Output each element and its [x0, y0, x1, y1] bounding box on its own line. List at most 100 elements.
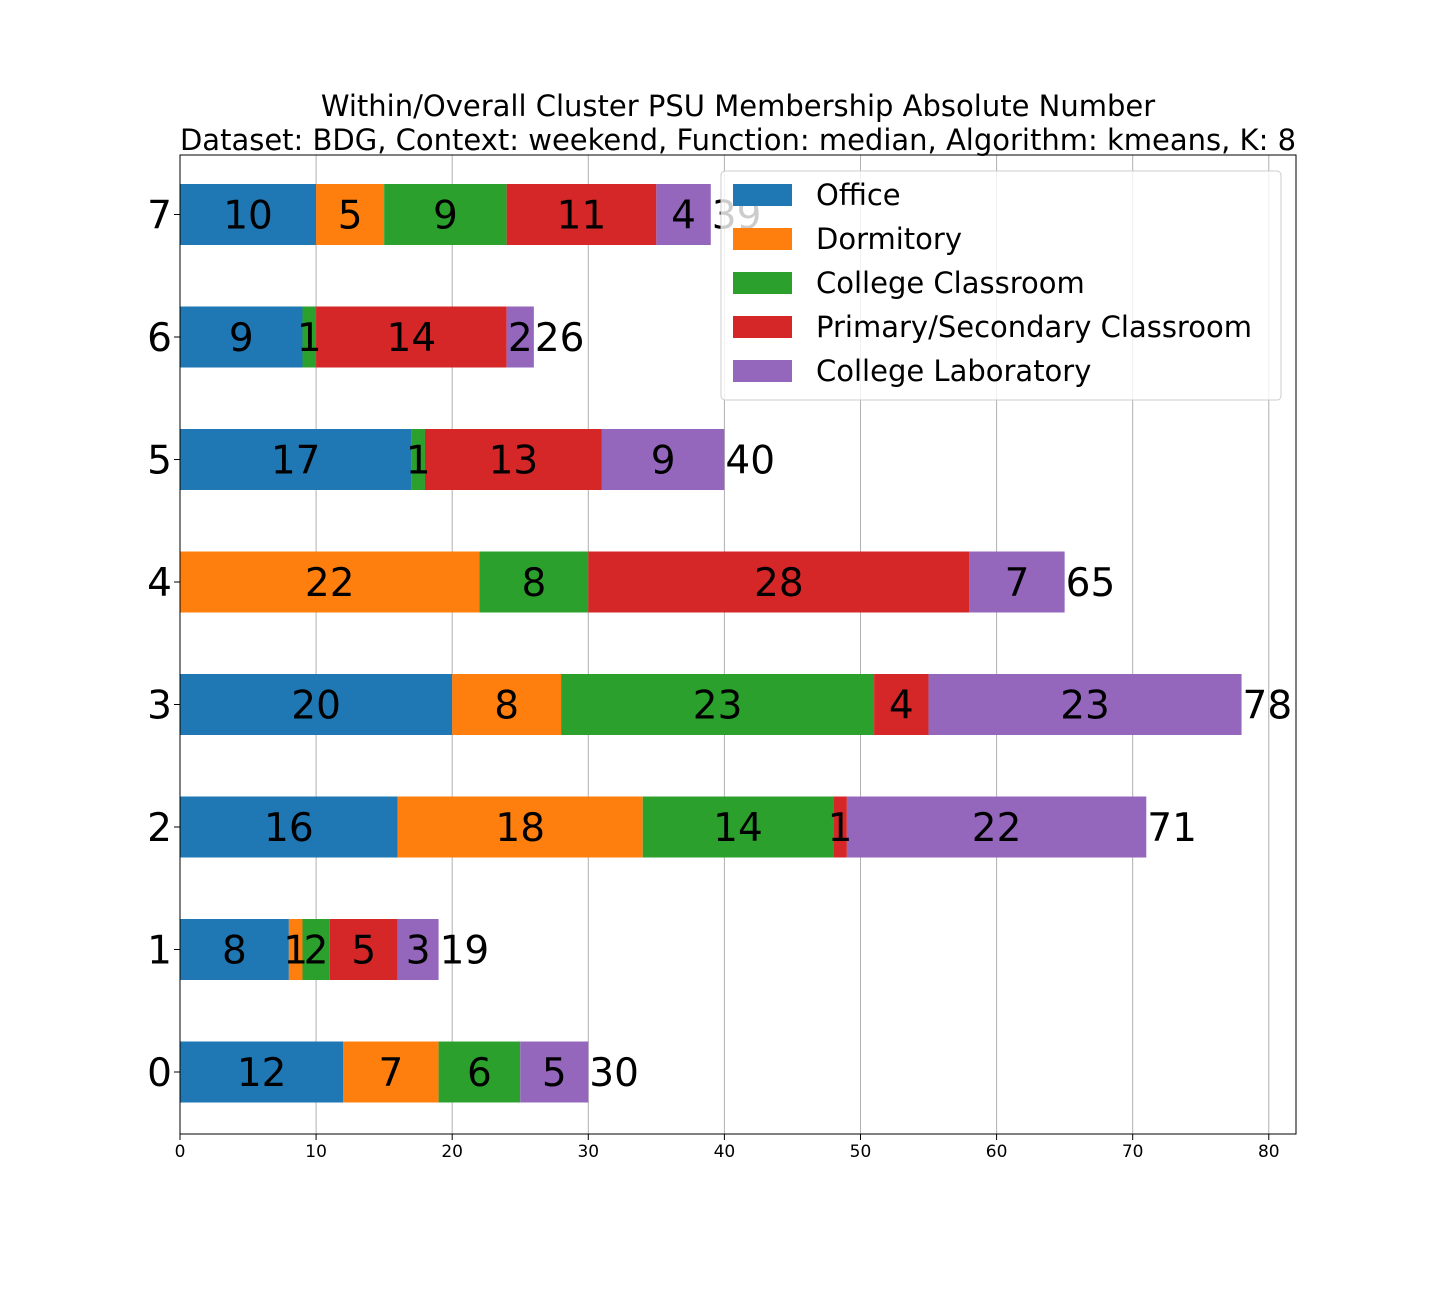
y-tick-label-7: 7 — [147, 194, 172, 239]
bar-5-series-2 — [411, 429, 425, 490]
legend-frame — [720, 170, 1282, 401]
bar-total-5: 40 — [725, 439, 775, 484]
bar-total-0: 30 — [589, 1051, 639, 1096]
x-tick-label-20: 20 — [441, 1142, 463, 1162]
y-tick-label-4: 4 — [147, 561, 172, 606]
bar-total-1: 19 — [440, 929, 490, 974]
bar-2-series-3 — [833, 796, 847, 858]
bar-1-series-2 — [302, 919, 330, 980]
bar-label-7-series-3: 11 — [557, 194, 607, 239]
bar-3-series-1 — [452, 674, 562, 735]
y-tick-label-6: 6 — [147, 316, 172, 361]
bar-1-series-3 — [329, 919, 398, 980]
bar-label-2-series-4: 22 — [972, 806, 1022, 851]
bar-4-series-3 — [588, 551, 970, 613]
bar-label-3-series-1: 8 — [494, 684, 519, 729]
bar-2-series-1 — [397, 796, 643, 858]
y-tick-label-5: 5 — [147, 439, 172, 484]
bar-label-0-series-2: 6 — [467, 1051, 492, 1096]
plot-frame — [179, 154, 1297, 1135]
bar-label-4-series-4: 7 — [1005, 561, 1030, 606]
bar-7-series-1 — [316, 184, 385, 245]
bar-total-4: 65 — [1066, 561, 1116, 606]
bar-label-7-series-1: 5 — [338, 194, 363, 239]
bar-label-7-series-2: 9 — [433, 194, 458, 239]
bar-label-0-series-0: 12 — [237, 1051, 287, 1096]
legend-label-4: College Laboratory — [816, 354, 1091, 388]
bar-label-5-series-4: 9 — [651, 439, 676, 484]
bar-6-series-4 — [506, 306, 534, 368]
bar-label-2-series-2: 14 — [713, 806, 763, 851]
bar-label-3-series-2: 23 — [693, 684, 743, 729]
x-tick-label-80: 80 — [1258, 1142, 1280, 1162]
bar-5-series-0 — [180, 429, 412, 490]
chart-title: Within/Overall Cluster PSU Membership Ab… — [321, 89, 1155, 123]
bar-0-series-0 — [180, 1041, 344, 1103]
bar-7-series-3 — [506, 184, 657, 245]
bar-label-6-series-0: 9 — [229, 316, 254, 361]
bar-2-series-4 — [846, 796, 1147, 858]
bar-label-4-series-3: 28 — [754, 561, 804, 606]
legend-swatch-3 — [733, 316, 792, 338]
bar-3-series-0 — [180, 674, 453, 735]
legend-label-3: Primary/Secondary Classroom — [816, 310, 1252, 344]
bar-label-4-series-2: 8 — [521, 561, 546, 606]
bar-label-1-series-2: 2 — [304, 929, 329, 974]
bar-6-series-0 — [180, 306, 303, 368]
bar-label-3-series-0: 20 — [291, 684, 341, 729]
bar-label-3-series-3: 4 — [889, 684, 914, 729]
bar-4-series-1 — [180, 551, 480, 613]
legend-label-2: College Classroom — [816, 266, 1085, 300]
x-tick-label-60: 60 — [986, 1142, 1008, 1162]
legend-swatch-2 — [733, 272, 792, 294]
bar-1-series-0 — [180, 919, 289, 980]
bar-0-series-4 — [520, 1041, 589, 1103]
bars — [180, 184, 1242, 1103]
bar-label-1-series-3: 5 — [351, 929, 376, 974]
bar-5-series-4 — [601, 429, 725, 490]
legend-swatch-0 — [733, 184, 792, 206]
bar-6-series-2 — [302, 306, 317, 368]
bar-total-6: 26 — [535, 316, 585, 361]
bar-label-5-series-0: 17 — [271, 439, 321, 484]
bar-total-2: 71 — [1147, 806, 1197, 851]
bar-1-series-4 — [397, 919, 439, 980]
bar-1-series-1 — [288, 919, 303, 980]
x-tick-label-50: 50 — [850, 1142, 872, 1162]
bar-4-series-4 — [969, 551, 1065, 613]
bar-label-5-series-2: 1 — [406, 439, 431, 484]
bar-label-5-series-3: 13 — [489, 439, 539, 484]
legend: Office Dormitory College Classroom Primary/… — [720, 170, 1282, 401]
bar-label-0-series-4: 5 — [542, 1051, 567, 1096]
bar-0-series-2 — [438, 1041, 521, 1103]
bar-label-1-series-4: 3 — [406, 929, 431, 974]
bar-label-2-series-0: 16 — [264, 806, 314, 851]
bar-4-series-2 — [479, 551, 589, 613]
bar-label-2-series-3: 1 — [828, 806, 853, 851]
y-tick-label-1: 1 — [147, 929, 172, 974]
bar-7-series-4 — [656, 184, 711, 245]
bar-3-series-2 — [561, 674, 875, 735]
bar-label-6-series-2: 1 — [297, 316, 322, 361]
bar-5-series-3 — [424, 429, 602, 490]
bar-label-1-series-0: 8 — [222, 929, 247, 974]
x-tick-label-40: 40 — [714, 1142, 736, 1162]
bar-total-3: 78 — [1243, 684, 1293, 729]
bar-label-4-series-1: 22 — [305, 561, 355, 606]
bar-7-series-0 — [180, 184, 317, 245]
bar-label-6-series-3: 14 — [387, 316, 437, 361]
bar-label-3-series-4: 23 — [1060, 684, 1110, 729]
bar-3-series-4 — [928, 674, 1242, 735]
bar-0-series-1 — [343, 1041, 439, 1103]
x-tick-label-70: 70 — [1122, 1142, 1144, 1162]
bar-2-series-0 — [180, 796, 398, 858]
legend-swatch-1 — [733, 228, 792, 250]
bar-2-series-2 — [642, 796, 834, 858]
y-tick-label-0: 0 — [147, 1051, 172, 1096]
x-tick-label-30: 30 — [577, 1142, 599, 1162]
bar-label-0-series-1: 7 — [379, 1051, 404, 1096]
legend-label-0: Office — [816, 178, 901, 212]
